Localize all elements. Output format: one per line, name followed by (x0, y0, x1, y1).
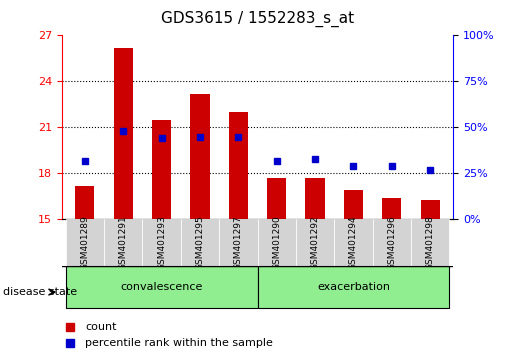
Bar (344, 190, 363, 219)
Text: GDS3615 / 1552283_s_at: GDS3615 / 1552283_s_at (161, 11, 354, 27)
Text: disease state: disease state (3, 287, 77, 297)
Bar (421, 200, 440, 219)
Text: GSM401294: GSM401294 (349, 215, 358, 270)
Text: percentile rank within the sample: percentile rank within the sample (85, 338, 273, 348)
Bar (305, 178, 324, 219)
Text: GSM401292: GSM401292 (311, 215, 320, 270)
Text: exacerbation: exacerbation (317, 282, 390, 292)
Text: GSM401293: GSM401293 (157, 215, 166, 270)
Text: convalescence: convalescence (121, 282, 203, 292)
Bar (267, 178, 286, 219)
FancyBboxPatch shape (65, 266, 258, 308)
Text: GSM401297: GSM401297 (234, 215, 243, 270)
Text: GSM401291: GSM401291 (118, 215, 128, 270)
Bar (152, 120, 171, 219)
Text: GSM401298: GSM401298 (426, 215, 435, 270)
FancyBboxPatch shape (411, 219, 450, 266)
Text: GSM401296: GSM401296 (387, 215, 397, 270)
Bar (229, 112, 248, 219)
Bar (114, 48, 133, 219)
FancyBboxPatch shape (296, 219, 334, 266)
FancyBboxPatch shape (258, 266, 450, 308)
FancyBboxPatch shape (181, 219, 219, 266)
Bar (191, 94, 210, 219)
FancyBboxPatch shape (334, 219, 373, 266)
FancyBboxPatch shape (65, 219, 104, 266)
Text: GSM401295: GSM401295 (195, 215, 204, 270)
FancyBboxPatch shape (104, 219, 142, 266)
FancyBboxPatch shape (142, 219, 181, 266)
Bar (75, 186, 94, 219)
Text: GSM401289: GSM401289 (80, 215, 89, 270)
FancyBboxPatch shape (219, 219, 258, 266)
FancyBboxPatch shape (373, 219, 411, 266)
Text: count: count (85, 322, 117, 332)
Bar (382, 198, 401, 219)
Text: GSM401290: GSM401290 (272, 215, 281, 270)
FancyBboxPatch shape (258, 219, 296, 266)
